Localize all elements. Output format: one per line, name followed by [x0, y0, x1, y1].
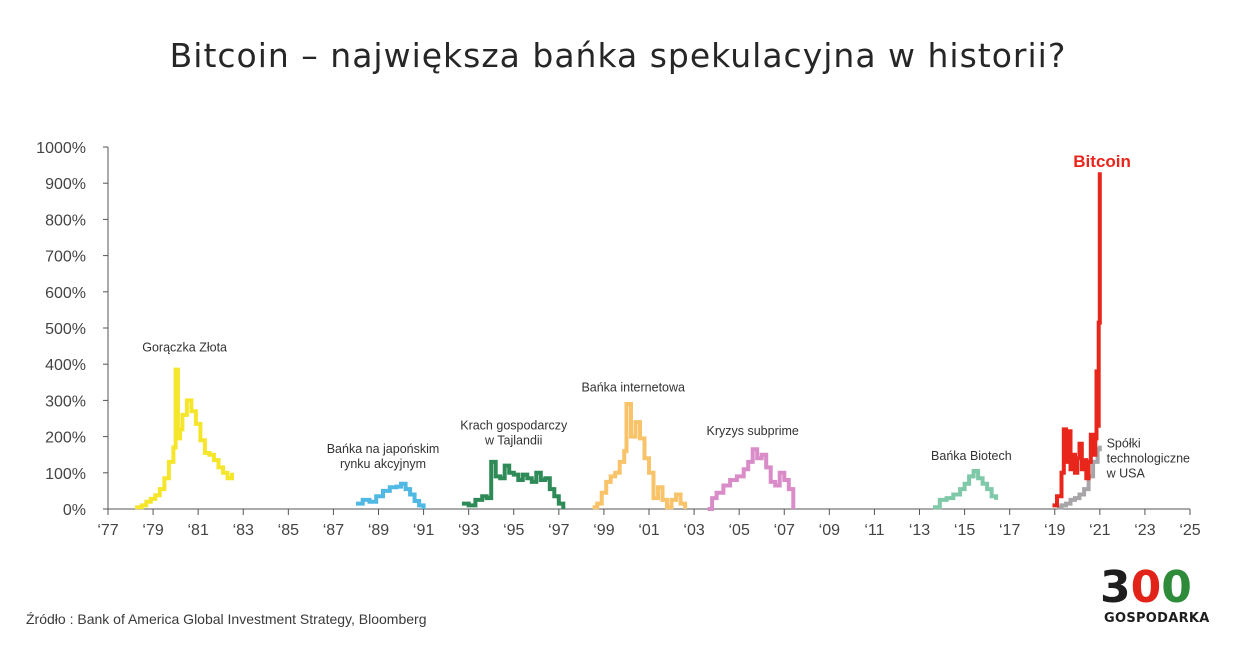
x-tick-label: ‘85	[278, 522, 299, 539]
y-tick-label: 200%	[45, 430, 86, 447]
y-tick-label: 900%	[45, 176, 86, 193]
y-tick-label: 700%	[45, 249, 86, 266]
x-tick-label: ‘89	[368, 522, 389, 539]
y-tick-label: 1000%	[36, 140, 86, 157]
logo-number: 300	[1100, 562, 1192, 613]
series-label: Bańka na japońskim	[327, 442, 440, 456]
x-tick-label: ‘81	[187, 522, 208, 539]
series-label: technologiczne	[1107, 451, 1190, 465]
x-tick-label: ‘07	[774, 522, 795, 539]
x-tick-label: ‘11	[864, 522, 884, 539]
y-tick-label: 800%	[45, 212, 86, 229]
x-tick-label: ‘13	[909, 522, 930, 539]
x-tick-label: ‘25	[1179, 522, 1200, 539]
y-tick-label: 600%	[45, 285, 86, 302]
x-tick-label: ‘99	[593, 522, 614, 539]
y-tick-label: 400%	[45, 357, 86, 374]
x-tick-label: ‘17	[999, 522, 1020, 539]
series-line	[135, 367, 234, 510]
x-tick-label: ‘21	[1089, 522, 1110, 539]
x-tick-label: ‘87	[323, 522, 344, 539]
x-tick-label: ‘15	[954, 522, 975, 539]
series-label: Krach gospodarczy	[460, 418, 568, 432]
series-label: Spółki	[1107, 436, 1141, 450]
series-label: Bańka Biotech	[931, 449, 1012, 463]
x-tick-label: ‘23	[1134, 522, 1155, 539]
series-label: Kryzys subprime	[706, 424, 798, 438]
chart-title: Bitcoin – największa bańka spekulacyjna …	[169, 36, 1067, 75]
x-tick-label: ‘79	[142, 522, 163, 539]
series-line	[356, 481, 426, 509]
series-label: Bitcoin	[1073, 152, 1131, 171]
x-tick-label: ‘19	[1044, 522, 1065, 539]
y-tick-label: 0%	[63, 502, 86, 519]
y-tick-label: 500%	[45, 321, 86, 338]
series-label: Bańka internetowa	[581, 380, 685, 394]
x-tick-label: ‘91	[413, 522, 434, 539]
series-label: rynku akcyjnym	[340, 457, 426, 471]
source-note: Źródło : Bank of America Global Investme…	[26, 611, 427, 627]
series-label: w Tajlandii	[484, 433, 542, 447]
series-line	[592, 402, 688, 510]
series-label: Gorączka Złota	[142, 341, 227, 355]
x-tick-label: ‘97	[548, 522, 569, 539]
series-label: w USA	[1106, 466, 1146, 480]
x-tick-label: ‘83	[233, 522, 254, 539]
x-tick-label: ‘01	[638, 522, 659, 539]
series-line	[461, 459, 566, 509]
series-line	[707, 447, 796, 511]
x-tick-label: ‘03	[683, 522, 704, 539]
x-tick-label: ‘95	[503, 522, 524, 539]
x-tick-label: ‘93	[458, 522, 479, 539]
x-tick-label: ‘77	[97, 522, 118, 539]
y-tick-label: 300%	[45, 393, 86, 410]
series-line	[933, 469, 999, 510]
series-line	[1052, 172, 1102, 508]
x-tick-label: ‘09	[819, 522, 840, 539]
logo-name: GOSPODARKA	[1104, 611, 1210, 626]
series-line	[1057, 445, 1102, 510]
y-tick-label: 100%	[45, 466, 86, 483]
logo-300-gospodarka: 300 GOSPODARKA	[1100, 566, 1218, 628]
x-tick-label: ‘05	[728, 522, 749, 539]
